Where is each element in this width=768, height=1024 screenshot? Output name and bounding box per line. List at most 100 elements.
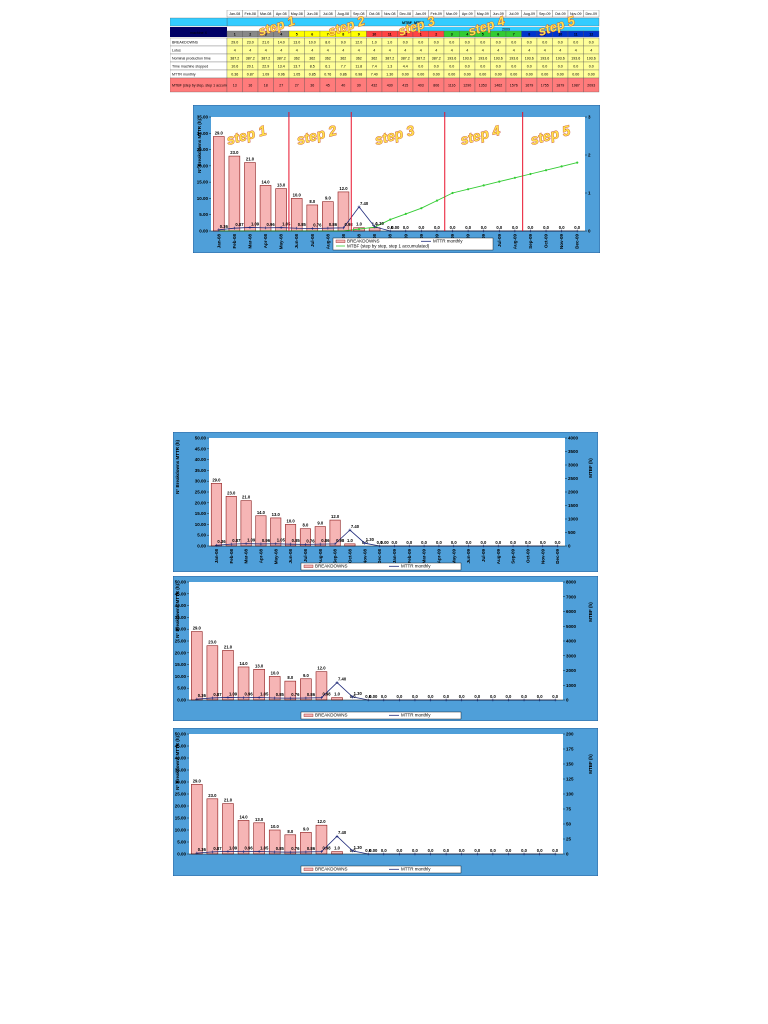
bar-label: 12.0 (339, 186, 348, 191)
x-tick-label: May-08 (279, 234, 284, 250)
table-cell-value: 4 (466, 48, 468, 52)
bar-label: 0.0 (525, 540, 531, 545)
table-cell-value: 0.0 (511, 64, 516, 68)
mttr-label: 0.76 (306, 538, 315, 543)
table-cell-value: 1353 (479, 83, 487, 87)
mttr-label: 0.96 (262, 538, 271, 543)
table-row-label: MTTR monthly (172, 72, 196, 76)
bar-label: 0.0 (540, 540, 546, 545)
table-cell-value: 20.1 (247, 64, 254, 68)
legend-mttr: MTTR monthly (401, 713, 431, 718)
y-tick-label: 5.00 (177, 840, 186, 845)
table-cell-value: 0.0 (511, 40, 516, 44)
table-cell-value: 193.6 (463, 56, 472, 60)
bar-label: 23.0 (208, 640, 217, 645)
table-cell-value: 30 (357, 83, 361, 87)
table-cell-value: 1462 (494, 83, 502, 87)
table-cell-value: 387.2 (401, 56, 410, 60)
table-month-label: Jun-08 (307, 12, 318, 16)
table-cell-value: 1.0 (372, 40, 377, 44)
plot-area (189, 582, 563, 700)
x-tick-label: Jul-08 (303, 549, 308, 563)
table-cell-value: 27 (279, 83, 283, 87)
y2-axis-label: MTBF (h) (588, 602, 593, 622)
mttr-label: 0.86 (321, 538, 330, 543)
table-cell-value: 1.0 (387, 40, 392, 44)
table-month-label: Jan-09 (415, 12, 426, 16)
mttr-label: 0.85 (292, 538, 301, 543)
table-month-label: Sep-08 (353, 12, 365, 16)
mttr-point (210, 850, 214, 854)
table-cell-value: 0.0 (418, 64, 423, 68)
mttr-label: 0.85 (276, 846, 285, 851)
y-tick-label: 25.00 (197, 147, 209, 152)
y2-tick-label: 5000 (566, 624, 577, 629)
table-cell-value: 0.0 (480, 64, 485, 68)
table-cell-value: 362 (371, 56, 377, 60)
y-tick-label: 30.00 (197, 131, 209, 136)
table-cell-value: 387.2 (416, 56, 425, 60)
y2-tick-label: 8000 (566, 580, 577, 585)
y-tick-label: 40.00 (175, 756, 187, 761)
table-month-number: 6 (311, 33, 313, 37)
bar (191, 784, 203, 855)
y-axis-label: N° Breakdowns MTTR (h) (197, 119, 202, 173)
mtbf-point (498, 180, 501, 183)
table-cell-value: 0.00 (495, 72, 502, 76)
x-tick-label: Jun-08 (288, 549, 293, 564)
bar-label: 0.0 (559, 225, 565, 230)
bar-label: 13.0 (255, 663, 264, 668)
x-tick-label: Apr-09 (436, 549, 441, 564)
bar-label: 0.0 (574, 225, 580, 230)
table-cell-value: 2093 (587, 83, 595, 87)
bar-label: 9.0 (325, 196, 331, 201)
legend (300, 865, 462, 874)
mtbf-point (357, 228, 361, 231)
mttr-point (242, 696, 245, 700)
y2-tick-label: 500 (568, 530, 576, 535)
table-month-cell (583, 10, 600, 18)
bar-label: 0.0 (459, 848, 465, 853)
x-tick-label: Feb-08 (229, 549, 234, 564)
bar-label: 29.0 (193, 626, 202, 631)
table-cell-value: 4.4 (403, 64, 408, 68)
bar-label: 0.0 (543, 225, 549, 230)
table-cell-value: 362 (309, 56, 315, 60)
table-cell-value: 1290 (463, 83, 471, 87)
y2-tick-label: 2 (588, 153, 591, 158)
mttr-point (273, 696, 277, 700)
bar-label: 21.0 (242, 495, 251, 500)
y-axis-label: N° Breakdowns MTTR (h) (175, 584, 180, 638)
table-cell-value: 13.7 (293, 64, 300, 68)
chart-steps: 0.005.0010.0015.0020.0025.0030.0035.0001… (193, 105, 600, 253)
y2-tick-label: 25 (566, 837, 572, 842)
bar-label: 8.0 (303, 523, 309, 528)
mtbf-point (482, 184, 485, 187)
mttr-point (288, 850, 292, 854)
mttr-label: 7.40 (360, 201, 369, 206)
table-cell-value: 0.0 (573, 40, 578, 44)
y2-tick-label: 4000 (568, 436, 579, 441)
y2-tick-label: 4000 (566, 639, 577, 644)
legend (300, 711, 462, 720)
y2-axis-label: MTBF (h) (588, 754, 593, 774)
table-cell-value: 6.1 (325, 64, 330, 68)
table-cell-value: 4 (296, 48, 298, 52)
table-year-band (413, 27, 599, 31)
table-month-number: 2 (249, 33, 251, 37)
mttr-point (279, 226, 283, 229)
y-tick-label: 20.00 (195, 500, 207, 505)
table-cell-value: 1116 (448, 83, 455, 87)
bar-label: 0.0 (496, 225, 502, 230)
mtbf-point (576, 161, 579, 164)
x-tick-label: Feb-09 (407, 549, 412, 564)
table-month-number: 12 (589, 33, 593, 37)
mttr-label: 0.87 (235, 222, 244, 227)
bar-label: 29.0 (215, 131, 224, 136)
bar-label: 21.0 (224, 644, 233, 649)
table-cell-value: 10.6 (231, 64, 238, 68)
table-cell-value: 0.98 (355, 72, 362, 76)
bar-label: 0.0 (490, 848, 496, 853)
mttr-label: 0.36 (217, 539, 226, 544)
y2-tick-label: 0 (566, 852, 569, 857)
